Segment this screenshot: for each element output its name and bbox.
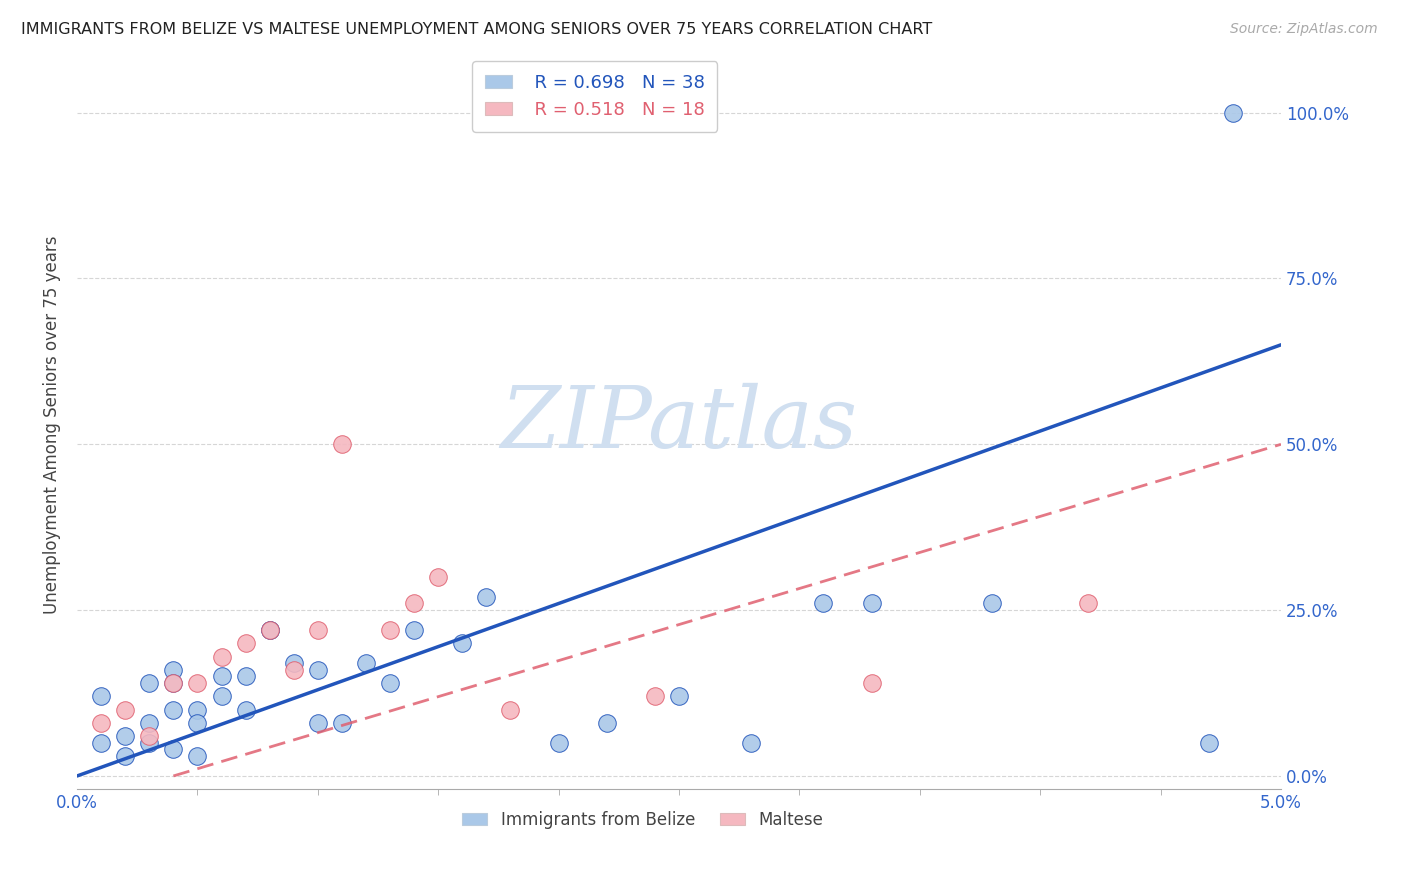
Point (330, 437, 353, 451)
Point (378, 623, 401, 637)
Point (235, 636, 257, 650)
Point (668, 690, 690, 704)
Point (404, 623, 426, 637)
Point (596, 715, 619, 730)
Point (354, 656, 377, 670)
Point (162, 663, 184, 677)
Point (235, 703, 257, 717)
Point (186, 749, 208, 764)
Point (813, 597, 835, 611)
Point (283, 663, 305, 677)
Point (378, 676, 401, 690)
Point (307, 623, 329, 637)
Point (1198, 736, 1220, 750)
Point (1222, 105, 1244, 120)
Point (138, 676, 160, 690)
Point (90, 690, 112, 704)
Point (138, 736, 160, 750)
Text: ZIPatlas: ZIPatlas (501, 383, 858, 466)
Point (259, 623, 281, 637)
Point (330, 715, 353, 730)
Point (475, 590, 498, 604)
Point (307, 715, 329, 730)
Point (283, 656, 305, 670)
Point (114, 749, 136, 764)
Y-axis label: Unemployment Among Seniors over 75 years: Unemployment Among Seniors over 75 years (44, 235, 60, 614)
Point (211, 669, 233, 683)
Point (1077, 597, 1099, 611)
Point (259, 623, 281, 637)
Point (499, 703, 522, 717)
Point (138, 729, 160, 743)
Point (427, 570, 450, 584)
Text: IMMIGRANTS FROM BELIZE VS MALTESE UNEMPLOYMENT AMONG SENIORS OVER 75 YEARS CORRE: IMMIGRANTS FROM BELIZE VS MALTESE UNEMPL… (21, 22, 932, 37)
Point (451, 636, 474, 650)
Legend: Immigrants from Belize, Maltese: Immigrants from Belize, Maltese (456, 805, 830, 836)
Point (404, 597, 426, 611)
Point (860, 597, 883, 611)
Point (162, 703, 184, 717)
Point (740, 736, 762, 750)
Point (114, 729, 136, 743)
Point (162, 676, 184, 690)
Point (90, 715, 112, 730)
Point (114, 703, 136, 717)
Point (307, 663, 329, 677)
Point (259, 623, 281, 637)
Point (90, 736, 112, 750)
Point (186, 703, 208, 717)
Point (547, 736, 569, 750)
Point (162, 742, 184, 756)
Point (186, 715, 208, 730)
Point (211, 649, 233, 664)
Point (138, 715, 160, 730)
Point (235, 669, 257, 683)
Text: Source: ZipAtlas.com: Source: ZipAtlas.com (1230, 22, 1378, 37)
Point (644, 690, 666, 704)
Point (981, 597, 1004, 611)
Point (186, 676, 208, 690)
Point (211, 690, 233, 704)
Point (162, 676, 184, 690)
Point (860, 676, 883, 690)
